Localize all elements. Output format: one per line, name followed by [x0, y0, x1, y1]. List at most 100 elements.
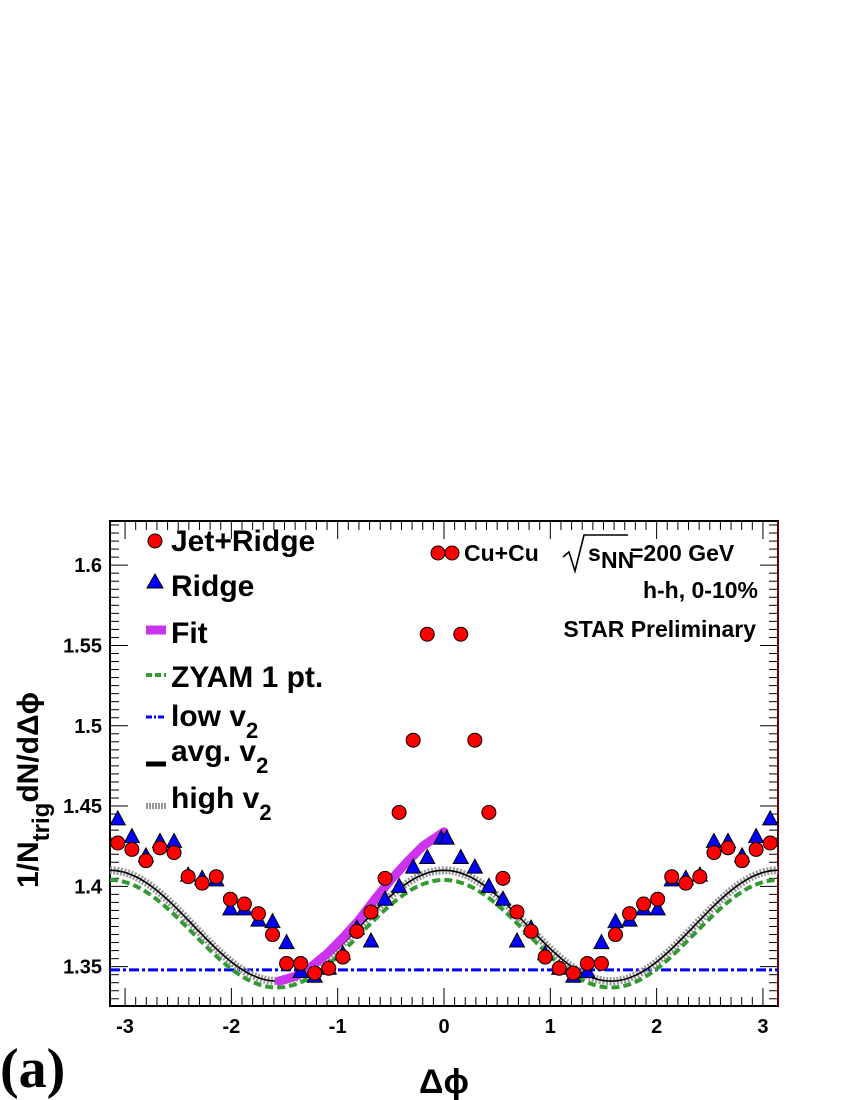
ridge-point [278, 933, 295, 950]
x-tick-label: 3 [757, 1016, 768, 1038]
jet-ridge-point [250, 906, 266, 922]
ridge-point [123, 827, 141, 844]
annotation-energy-sub: NN [601, 547, 634, 573]
y-axis-title: 1/NtrigdN/dΔϕ [12, 692, 55, 888]
legend-ridge-marker [146, 572, 164, 589]
annotation-marker-1 [430, 545, 446, 561]
legend-zyam-label: ZYAM 1 pt. [171, 661, 323, 694]
y-tick-label: 1.6 [74, 555, 102, 577]
jet-ridge-point [180, 869, 196, 885]
sqrt-sign [562, 534, 628, 574]
jet-ridge-point [335, 949, 351, 965]
legend-low-v2-main: low v [171, 700, 246, 733]
ridge-point [109, 809, 127, 826]
jet-ridge-point [124, 841, 140, 857]
ridge-point [376, 890, 394, 906]
jet-ridge-point [706, 845, 722, 861]
jet-ridge-point [152, 840, 168, 856]
jet-ridge-point [720, 840, 736, 856]
ridge-point [761, 809, 779, 826]
jet-ridge-point [748, 841, 764, 857]
model-curves [109, 827, 779, 990]
x-tick-label: -2 [222, 1016, 240, 1038]
x-tick-label: -3 [116, 1016, 134, 1038]
ridge-point [390, 877, 408, 893]
jet-ridge-point [467, 732, 483, 748]
x-axis-title: Δϕ [419, 1063, 469, 1100]
ridge-point [607, 912, 624, 929]
ridge-point [404, 858, 422, 874]
x-tick-label: -1 [329, 1016, 347, 1038]
x-tick-label: 1 [545, 1016, 556, 1038]
ridge-point [438, 829, 456, 845]
annotation-line3: STAR Preliminary [563, 616, 756, 642]
jet-ridge-point [377, 870, 393, 886]
y-axis-title-main: 1/N [12, 841, 45, 888]
ridge-point [452, 848, 470, 864]
jet-ridge-point [481, 804, 497, 820]
y-tick-label: 1.45 [63, 796, 102, 818]
ridge-point [747, 827, 765, 844]
jet-ridge-point [307, 965, 323, 981]
jet-ridge-point [579, 955, 595, 971]
jet-ridge-point [678, 875, 694, 891]
jet-ridge-point [650, 891, 666, 907]
annotation-energy-symbol: s [588, 540, 601, 566]
axis-ticks: -3 -2 -1 0 1 2 3 1.35 1.4 1.45 1.5 1.55 1.6 [63, 521, 778, 1038]
y-tick-label: 1.55 [63, 635, 102, 657]
legend-jet-ridge-label: Jet+Ridge [171, 525, 315, 558]
jet-ridge-point [166, 845, 182, 861]
jet-ridge-point [236, 896, 252, 912]
jet-ridge-point [523, 923, 539, 939]
y-tick-label: 1.35 [63, 957, 102, 979]
jet-ridge-point [391, 804, 407, 820]
y-axis-title-rest: dN/dΔϕ [12, 692, 45, 803]
jet-ridge-point [593, 955, 609, 971]
ridge-point [221, 899, 239, 916]
jet-ridge-point [762, 835, 778, 851]
jet-ridge-point [110, 835, 126, 851]
jet-ridge-point [636, 896, 652, 912]
annotation: Cu+Cu s NN =200 GeV h-h, 0-10% STAR Prel… [430, 534, 758, 642]
jet-ridge-point [419, 626, 435, 642]
jet-ridge-point [405, 732, 421, 748]
panel-label: (a) [0, 1038, 65, 1100]
x-tick-label: 2 [651, 1016, 662, 1038]
y-axis-title-sub: trig [28, 803, 55, 842]
jet-ridge-point [363, 904, 379, 920]
ridge-point [649, 899, 667, 916]
ridge-point [466, 858, 484, 874]
legend: Jet+Ridge Ridge Fit ZYAM 1 pt. low v2 av… [146, 525, 323, 825]
legend-jet-ridge-marker [147, 533, 163, 549]
legend-high-v2-main: high v [171, 782, 260, 815]
jet-ridge-point [349, 923, 365, 939]
jet-ridge-point [495, 870, 511, 886]
jet-ridge-point [509, 904, 525, 920]
legend-avg-v2-label: avg. v2 [171, 735, 268, 778]
zyam-curve [109, 877, 779, 990]
jet-ridge-point [293, 955, 309, 971]
jet-ridge-point [565, 965, 581, 981]
jet-ridge-point [607, 927, 623, 943]
ridge-point [480, 877, 498, 893]
ridge-point [362, 931, 380, 948]
jet-ridge-point [664, 869, 680, 885]
annotation-marker-2 [444, 545, 460, 561]
jet-ridge-point [622, 906, 638, 922]
ridge-point [494, 890, 512, 906]
jet-ridge-point [265, 927, 281, 943]
legend-avg-v2-main: avg. v [171, 735, 256, 768]
jet-ridge-point [138, 853, 154, 869]
annotation-line2: h-h, 0-10% [643, 577, 758, 603]
jet-ridge-point [537, 949, 553, 965]
ridge-point [264, 912, 281, 929]
jet-ridge-point [321, 960, 337, 976]
legend-high-v2-label: high v2 [171, 782, 272, 825]
fit-curve [274, 827, 449, 986]
jet-ridge-point [453, 626, 469, 642]
ridge-point [508, 931, 526, 948]
jet-ridge-point [222, 891, 238, 907]
ridge-point [593, 933, 610, 950]
jet-ridge-point [692, 869, 708, 885]
